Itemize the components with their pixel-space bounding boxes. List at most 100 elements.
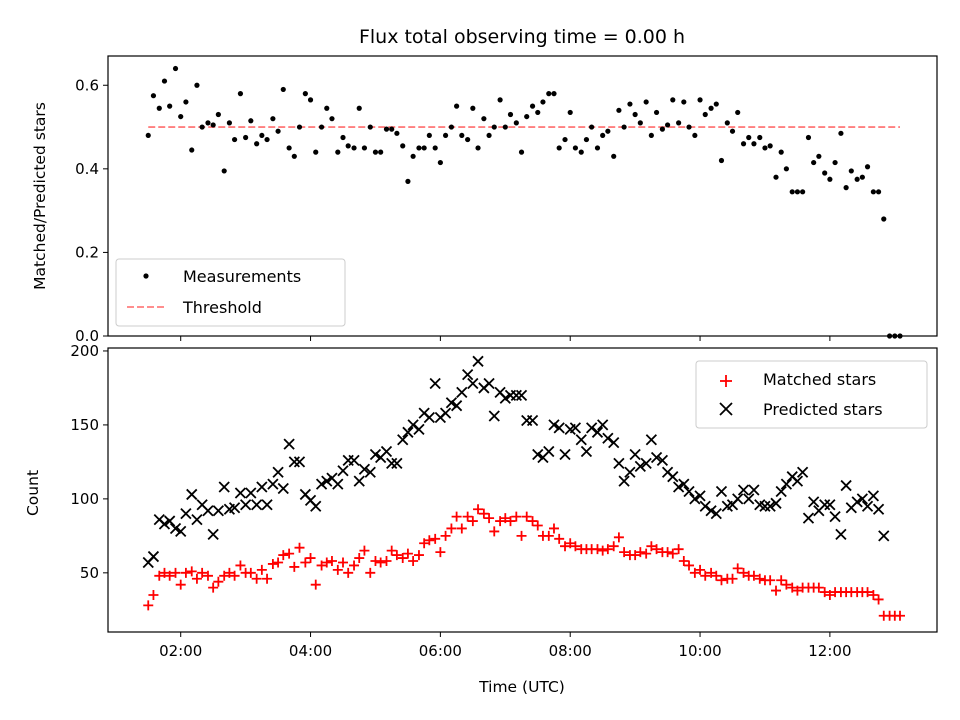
matched-star-point (370, 556, 381, 566)
predicted-star-point (586, 422, 598, 434)
matched-star-point (689, 567, 700, 578)
matched-star-point (191, 573, 202, 584)
matched-star-point (527, 516, 538, 527)
count-y-tick-label: 50 (80, 564, 99, 582)
legend-matched-marker (720, 375, 732, 387)
count-x-tick-label: 04:00 (289, 642, 332, 660)
count-x-tick-label: 12:00 (808, 642, 851, 660)
measurement-point (708, 105, 714, 111)
matched-star-point (570, 541, 581, 552)
matched-star-point (175, 579, 186, 590)
measurement-point (524, 113, 530, 120)
measurement-point (243, 134, 249, 141)
predicted-star-point (559, 448, 571, 461)
predicted-star-point (353, 475, 365, 487)
measurement-point (410, 153, 416, 159)
matched-star-point (310, 579, 321, 590)
measurement-point (686, 124, 692, 130)
measurement-point (875, 189, 882, 195)
measurement-point (259, 132, 265, 139)
matched-star-point (813, 582, 824, 593)
predicted-star-point (819, 499, 831, 511)
measurement-point (832, 159, 838, 166)
legend-matched-label: Matched stars (763, 370, 876, 389)
measurement-point (237, 91, 244, 97)
measurement-point (145, 132, 151, 139)
matched-star-point (684, 560, 695, 571)
measurement-point (843, 185, 849, 191)
predicted-star-point (147, 550, 160, 563)
ratio-ticks: 0.0 0.2 0.4 0.6 (75, 76, 831, 345)
matched-star-point (430, 533, 441, 544)
measurement-point (372, 149, 379, 155)
matched-star-point (186, 566, 197, 577)
matched-star-point (673, 544, 684, 555)
predicted-star-point (824, 499, 836, 511)
matched-star-point (381, 556, 392, 566)
predicted-star-point (445, 397, 458, 409)
matched-star-point (565, 538, 576, 549)
measurement-point (286, 145, 292, 151)
matched-star-point (332, 564, 343, 575)
ratio-panel: Flux total observing time = 0.00 h 0.00.… (31, 26, 938, 345)
measurement-point (481, 116, 487, 122)
measurement-point (345, 143, 351, 149)
matched-star-point (284, 548, 295, 559)
predicted-star-point (239, 499, 252, 511)
predicted-star-point (439, 407, 452, 419)
count-x-tick-label: 06:00 (419, 642, 462, 660)
predicted-star-point (429, 377, 441, 390)
matched-star-point (868, 590, 879, 601)
measurement-point (783, 166, 789, 172)
measurement-point (664, 122, 671, 128)
matched-star-point (148, 590, 159, 601)
predicted-star-point (207, 528, 219, 541)
matched-star-point (630, 550, 641, 561)
measurement-point (324, 105, 330, 111)
measurement-point (313, 149, 319, 155)
measurement-point (486, 132, 492, 139)
predicted-star-point (472, 355, 484, 367)
measurement-point (616, 107, 622, 113)
measurement-point (280, 86, 286, 93)
matched-star-point (202, 570, 213, 581)
measurement-point (215, 111, 221, 118)
count-x-tick-label: 02:00 (159, 642, 202, 660)
predicted-star-point (808, 496, 820, 508)
matched-star-point (219, 570, 230, 581)
matched-star-point (819, 587, 830, 598)
measurement-point (442, 132, 449, 139)
measurement-point (762, 145, 768, 151)
measurement-point (275, 128, 281, 134)
matched-star-point (273, 557, 284, 568)
legend-threshold-label: Threshold (182, 298, 262, 317)
predicted-star-point (878, 530, 890, 542)
measurement-point (562, 136, 568, 143)
measurement-point (589, 124, 595, 130)
matched-star-point (402, 548, 413, 559)
matched-star-point (375, 557, 386, 568)
matched-star-point (787, 582, 798, 593)
measurement-point (724, 120, 730, 126)
predicted-star-point (699, 500, 711, 512)
matched-star-point (678, 556, 689, 566)
measurement-point (437, 159, 443, 166)
matched-star-point (894, 610, 905, 621)
matched-star-point (321, 557, 332, 568)
matched-star-point (511, 511, 522, 522)
predicted-star-point (180, 508, 192, 520)
matched-star-point (408, 556, 419, 566)
matched-star-point (235, 560, 246, 571)
measurement-point (827, 176, 833, 182)
matched-star-point (489, 526, 500, 537)
measurement-point (767, 143, 773, 149)
measurement-point (248, 118, 254, 124)
predicted-star-point (256, 481, 268, 493)
matched-star-point (532, 520, 543, 531)
measurement-point (848, 168, 854, 174)
measurement-point (751, 141, 757, 147)
matched-star-point (824, 590, 835, 601)
ratio-legend: Measurements Threshold (115, 258, 346, 327)
measurement-point (231, 136, 238, 143)
